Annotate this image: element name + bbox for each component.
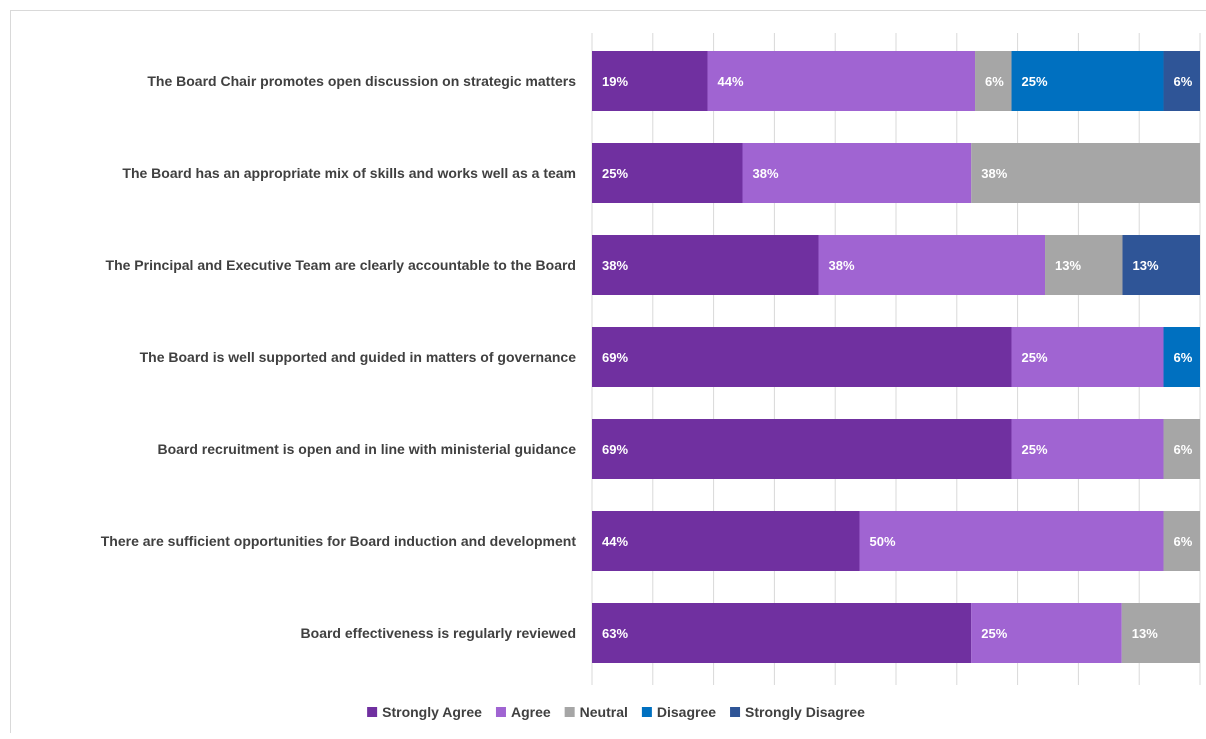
bar-agree — [707, 51, 976, 111]
bar-disagree — [1163, 327, 1200, 387]
legend-swatch-strongly-agree — [367, 707, 378, 717]
stacked-bar-chart: 19% 44% 6% 25% 6% 25% 38% 38% 38% 38% 13% 13% 69% 25%… — [101, 33, 1201, 720]
legend-swatch-neutral — [564, 707, 575, 717]
legend-swatch-agree — [495, 707, 506, 717]
data-label: 6% — [1174, 534, 1193, 549]
bar-neutral — [975, 51, 1012, 111]
data-label: 63% — [602, 626, 628, 641]
data-label: 25% — [1022, 442, 1048, 457]
bar-strongly-agree — [592, 143, 743, 203]
bar-disagree — [1011, 51, 1164, 111]
data-label: 25% — [981, 626, 1007, 641]
data-label: 38% — [829, 258, 855, 273]
data-label: 25% — [1022, 74, 1048, 89]
data-label: 6% — [1174, 442, 1193, 457]
data-label: 38% — [752, 166, 778, 181]
bar-strongly-agree — [592, 327, 1012, 387]
legend-swatch-strongly-disagree — [730, 707, 741, 717]
legend-item-agree: Agree — [511, 704, 551, 720]
bar-neutral — [1163, 419, 1200, 479]
bars: 19% 44% 6% 25% 6% 25% 38% 38% 38% 38% 13% 13% 69% 25%… — [592, 51, 1200, 663]
data-label: 19% — [602, 74, 628, 89]
legend-item-strongly-agree: Strongly Agree — [382, 704, 482, 720]
data-label: 6% — [1174, 350, 1193, 365]
legend-item-disagree: Disagree — [657, 704, 716, 720]
data-label: 13% — [1055, 258, 1081, 273]
category-label: There are sufficient opportunities for B… — [101, 533, 577, 549]
data-label: 69% — [602, 350, 628, 365]
bar-strongly-disagree — [1122, 235, 1200, 295]
data-label: 25% — [1022, 350, 1048, 365]
chart-frame: 19% 44% 6% 25% 6% 25% 38% 38% 38% 38% 13% 13% 69% 25%… — [10, 10, 1206, 733]
category-labels: The Board Chair promotes open discussion… — [101, 73, 577, 641]
bar-neutral — [1121, 603, 1200, 663]
data-label: 44% — [718, 74, 744, 89]
data-label: 69% — [602, 442, 628, 457]
bar-neutral — [971, 143, 1200, 203]
category-label: Board effectiveness is regularly reviewe… — [301, 625, 576, 641]
data-label: 38% — [981, 166, 1007, 181]
category-label: The Board Chair promotes open discussion… — [147, 73, 576, 89]
legend-item-neutral: Neutral — [580, 704, 628, 720]
category-label: The Board has an appropriate mix of skil… — [122, 165, 576, 181]
data-label: 25% — [602, 166, 628, 181]
bar-agree — [818, 235, 1046, 295]
bar-strongly-agree — [592, 511, 860, 571]
data-label: 13% — [1132, 626, 1158, 641]
bar-agree — [971, 603, 1122, 663]
data-label: 38% — [602, 258, 628, 273]
bar-strongly-agree — [592, 419, 1012, 479]
data-label: 6% — [985, 74, 1004, 89]
category-label: The Board is well supported and guided i… — [140, 349, 577, 365]
bar-strongly-agree — [592, 603, 972, 663]
category-label: The Principal and Executive Team are cle… — [106, 257, 576, 273]
bar-neutral — [1163, 511, 1200, 571]
bar-strongly-agree — [592, 51, 708, 111]
bar-agree — [742, 143, 972, 203]
bar-strongly-disagree — [1163, 51, 1200, 111]
bar-agree — [859, 511, 1164, 571]
bar-agree — [1011, 327, 1164, 387]
bar-agree — [1011, 419, 1164, 479]
data-label: 44% — [602, 534, 628, 549]
data-label: 13% — [1133, 258, 1159, 273]
bar-strongly-agree — [592, 235, 819, 295]
category-label: Board recruitment is open and in line wi… — [157, 441, 576, 457]
data-label: 6% — [1174, 74, 1193, 89]
data-label: 50% — [870, 534, 896, 549]
legend: Strongly Agree Agree Neutral Disagree Strong… — [367, 704, 865, 720]
legend-swatch-disagree — [641, 707, 652, 717]
legend-item-strongly-disagree: Strongly Disagree — [745, 704, 865, 720]
bar-neutral — [1045, 235, 1123, 295]
